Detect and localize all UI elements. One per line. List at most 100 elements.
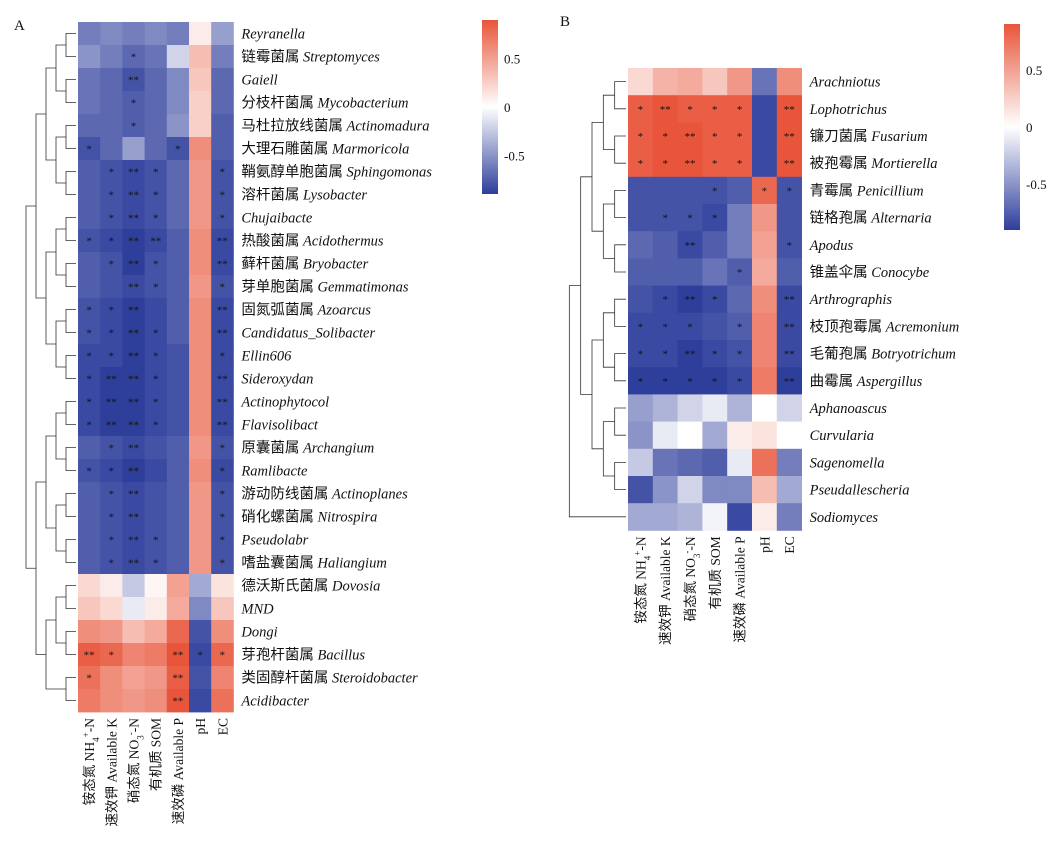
heatmap-cell xyxy=(122,620,145,644)
heatmap-cell xyxy=(100,160,123,184)
row-label: Aphanoascus xyxy=(809,401,888,417)
heatmap-cell xyxy=(100,459,123,483)
heatmap-cell xyxy=(752,204,778,232)
heatmap-cell xyxy=(652,231,678,259)
significance-mark: * xyxy=(220,213,226,225)
heatmap-cell xyxy=(78,229,101,253)
heatmap-cell xyxy=(100,275,123,299)
heatmap-cell xyxy=(702,340,728,368)
heatmap-cell xyxy=(189,666,212,690)
heatmap-cell xyxy=(652,340,678,368)
heatmap-cell xyxy=(702,149,728,178)
significance-mark: ** xyxy=(784,376,795,388)
heatmap-cell xyxy=(652,421,678,450)
heatmap-cell xyxy=(78,183,101,207)
significance-mark: ** xyxy=(217,259,228,271)
heatmap-cell xyxy=(702,503,728,531)
heatmap-cell xyxy=(166,666,190,690)
heatmap-cell xyxy=(189,275,212,299)
significance-mark: ** xyxy=(128,443,139,455)
heatmap-cell xyxy=(727,176,753,205)
significance-mark: * xyxy=(762,185,768,197)
heatmap-cell xyxy=(776,367,802,395)
heatmap-cell xyxy=(211,689,234,713)
heatmap-cell xyxy=(677,258,703,286)
heatmap-cell xyxy=(652,258,678,286)
significance-mark: * xyxy=(220,535,226,547)
heatmap-cell xyxy=(652,122,678,150)
row-label: 大理石雕菌属 Marmoricola xyxy=(241,141,409,158)
heatmap-cell xyxy=(78,206,101,230)
heatmap-cell xyxy=(144,689,168,713)
significance-mark: * xyxy=(109,213,115,225)
heatmap-cell xyxy=(211,298,234,322)
significance-mark: * xyxy=(220,489,226,501)
heatmap-cell xyxy=(100,505,123,529)
heatmap-cell xyxy=(166,689,190,713)
heatmap-cell xyxy=(727,340,753,368)
heatmap-cell xyxy=(189,344,212,368)
heatmap-cell xyxy=(189,22,212,46)
heatmap-cell xyxy=(628,95,654,123)
heatmap-cell xyxy=(122,344,145,368)
significance-mark: * xyxy=(153,167,159,179)
heatmap-cell xyxy=(776,312,802,341)
significance-mark: ** xyxy=(784,104,795,116)
row-label: Pseudolabr xyxy=(240,533,308,549)
significance-mark: * xyxy=(220,650,226,662)
heatmap-cell xyxy=(144,206,168,230)
heatmap-cell xyxy=(702,68,728,96)
colorbar xyxy=(1004,24,1020,230)
heatmap-cell xyxy=(652,312,678,341)
panel-a-letter: A xyxy=(14,18,25,34)
row-label: Apodus xyxy=(809,238,854,254)
significance-mark: ** xyxy=(217,236,228,248)
heatmap-cell xyxy=(776,285,802,314)
heatmap-cell xyxy=(166,229,190,253)
row-label: 芽孢杆菌属 Bacillus xyxy=(241,647,365,664)
heatmap-cell xyxy=(122,505,145,529)
significance-mark: * xyxy=(638,349,644,361)
significance-mark: * xyxy=(786,240,792,252)
heatmap-cell xyxy=(144,574,168,598)
column-label: 铵态氮 NH4+-N xyxy=(81,718,101,805)
significance-mark: ** xyxy=(106,420,117,432)
heatmap-cell xyxy=(189,206,212,230)
heatmap-cell xyxy=(166,344,190,368)
heatmap-cell xyxy=(166,45,190,69)
heatmap-cell xyxy=(211,459,234,483)
significance-mark: ** xyxy=(217,374,228,386)
row-label: 固氮弧菌属 Azoarcus xyxy=(241,302,371,319)
significance-mark: * xyxy=(175,144,181,156)
significance-mark: * xyxy=(109,328,115,340)
heatmap-cell xyxy=(727,285,753,314)
column-label: 速效磷 Available P xyxy=(733,536,748,642)
heatmap-cell xyxy=(166,436,190,460)
significance-mark: * xyxy=(638,376,644,388)
heatmap-cell xyxy=(189,137,212,161)
significance-mark: ** xyxy=(172,650,183,662)
heatmap-cell xyxy=(100,689,123,713)
heatmap-cell xyxy=(144,91,168,115)
column-label: 速效钾 Available K xyxy=(658,536,673,645)
row-label: 毛葡孢属 Botryotrichum xyxy=(810,346,956,363)
significance-mark: * xyxy=(86,305,92,317)
heatmap-cell xyxy=(144,551,168,575)
heatmap-cell xyxy=(628,476,654,504)
heatmap-cell xyxy=(211,666,234,690)
row-label: Arachniotus xyxy=(809,75,881,91)
heatmap-cell xyxy=(78,137,101,161)
heatmap-cell xyxy=(752,503,778,531)
heatmap-cell xyxy=(628,367,654,395)
colorbar xyxy=(482,20,498,194)
significance-mark: * xyxy=(109,466,115,478)
heatmap-cell xyxy=(122,321,145,345)
heatmap-cell xyxy=(78,321,101,345)
significance-mark: * xyxy=(220,167,226,179)
heatmap-cell xyxy=(727,448,753,477)
heatmap-cell xyxy=(144,413,168,437)
heatmap-cell xyxy=(727,503,753,531)
heatmap-cell xyxy=(628,231,654,259)
significance-mark: * xyxy=(737,158,743,170)
heatmap-cell xyxy=(727,204,753,232)
